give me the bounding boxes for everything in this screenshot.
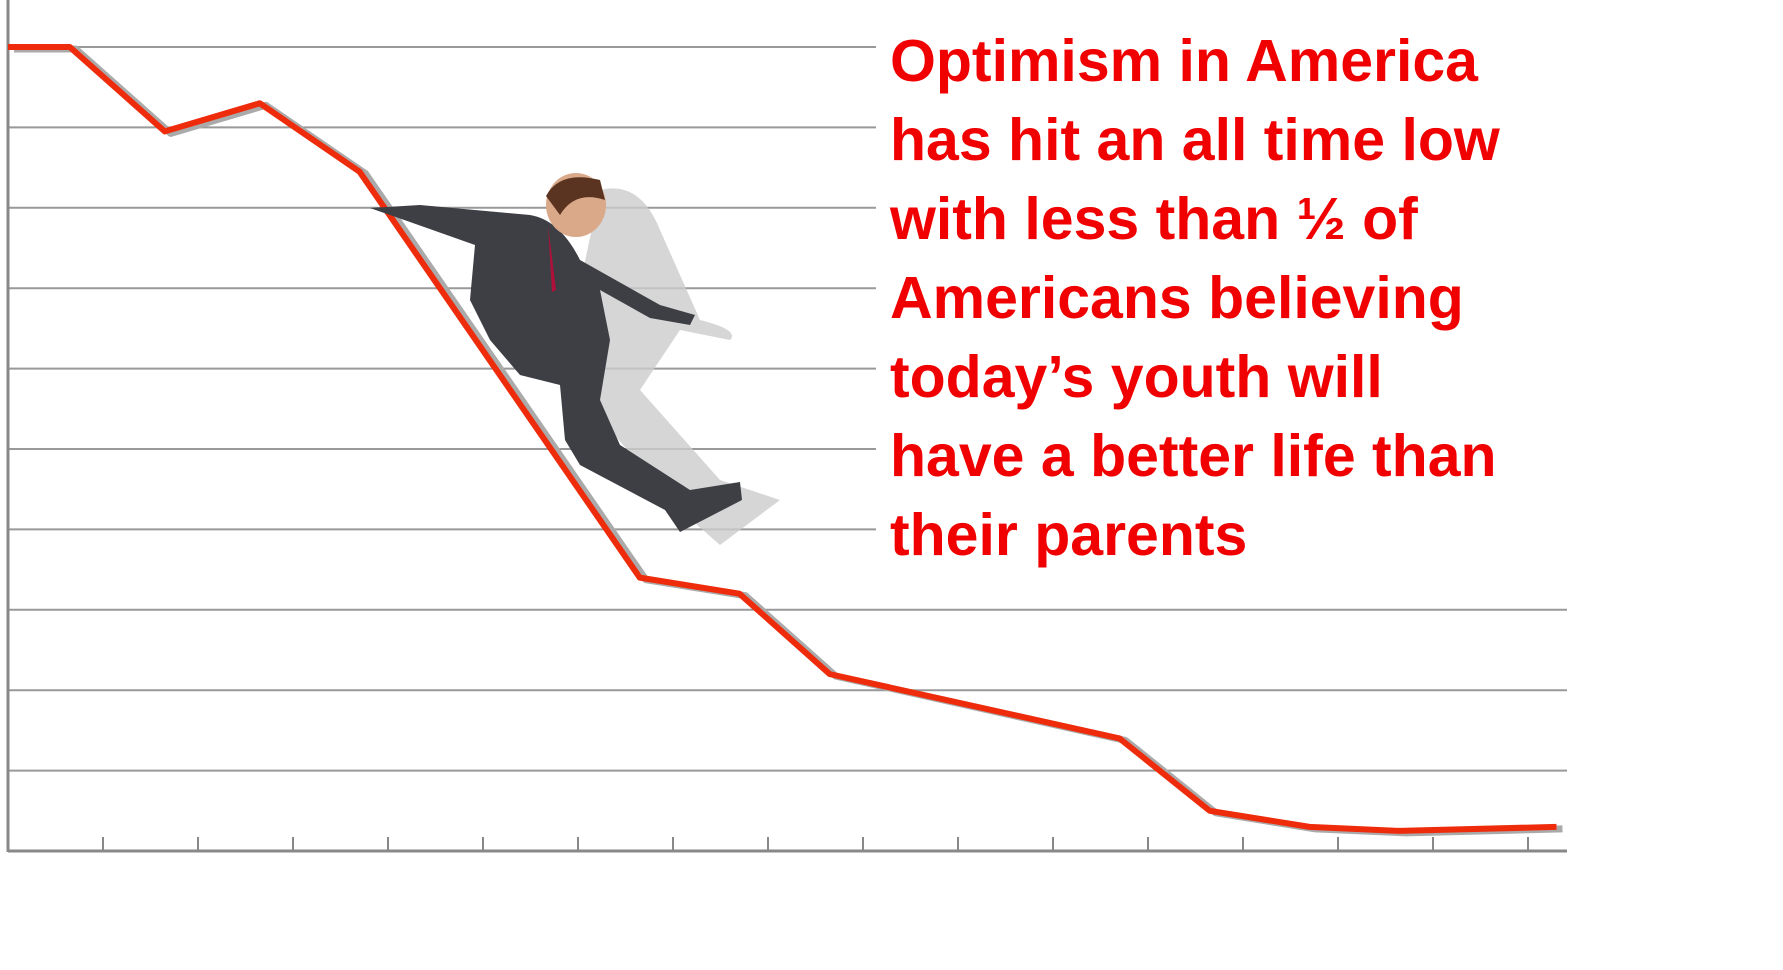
title-line: their parents — [890, 502, 1248, 568]
line — [8, 44, 1557, 834]
title-line: has hit an all time low — [890, 107, 1500, 173]
title-line: Americans believing — [890, 265, 1464, 331]
marks — [8, 44, 1563, 837]
title: Optimism in America has hit an all time l… — [876, 22, 1783, 575]
title-line: with less than ½ of — [890, 186, 1418, 252]
title-line: have a better life than — [890, 423, 1497, 489]
title-line: Optimism in America — [890, 28, 1478, 94]
falling-man — [370, 173, 780, 546]
title-line: today’s youth will — [890, 344, 1383, 410]
